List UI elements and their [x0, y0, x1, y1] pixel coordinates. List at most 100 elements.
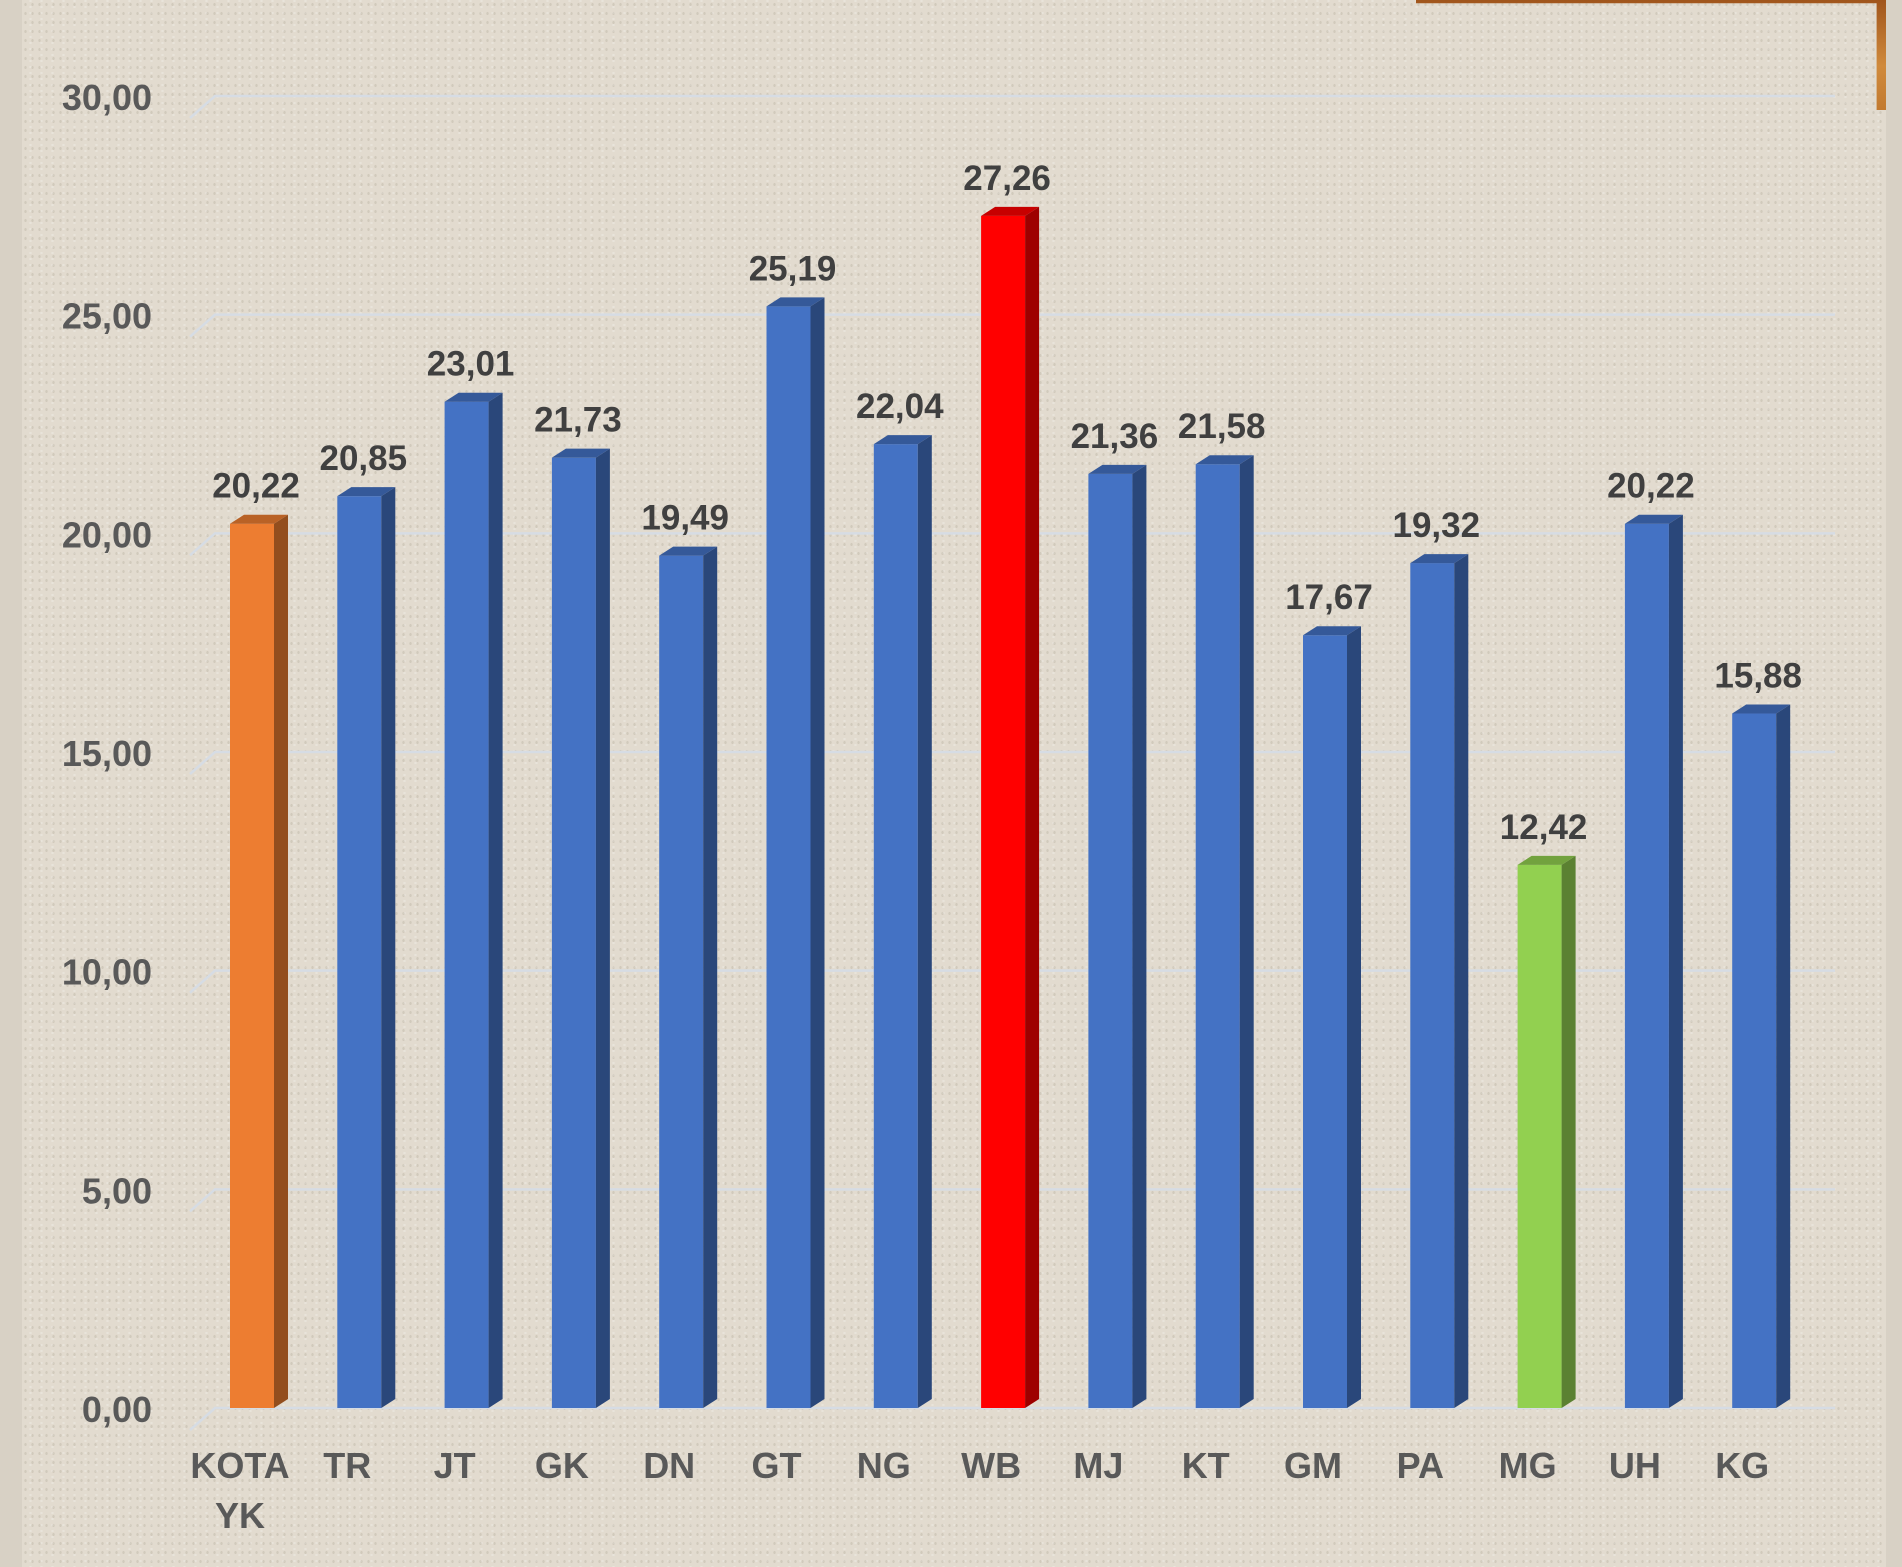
y-tick-label: 5,00: [82, 1170, 152, 1211]
bar-top: [1195, 455, 1254, 465]
bar-front: [766, 306, 811, 1409]
bar-top: [981, 206, 1040, 216]
bar-side: [1668, 514, 1683, 1408]
bar-side: [810, 297, 825, 1409]
bar-side: [381, 487, 396, 1408]
x-tick-label: KG: [1715, 1445, 1769, 1486]
bar-top: [1732, 704, 1791, 714]
bar-top: [1624, 514, 1683, 524]
gridline: [189, 532, 1835, 557]
bar-top: [444, 392, 503, 402]
bar: [1088, 464, 1147, 1409]
bars: [230, 206, 1791, 1409]
x-tick-label: NG: [857, 1445, 911, 1486]
data-label: 17,67: [1285, 578, 1373, 617]
x-tick-label: WB: [961, 1445, 1021, 1486]
bar-side: [703, 546, 718, 1408]
bar-side: [488, 392, 503, 1408]
bar-front: [230, 523, 274, 1408]
gridlines: [189, 94, 1835, 1431]
x-tick-label: MJ: [1073, 1445, 1123, 1486]
x-tick-label: MG: [1499, 1445, 1557, 1486]
bar: [1732, 704, 1791, 1408]
x-tick-label: GK: [535, 1445, 589, 1486]
y-tick-label: 10,00: [62, 952, 152, 993]
data-label: 22,04: [856, 387, 944, 426]
chart-background: [22, 0, 1886, 1567]
bar: [1624, 514, 1683, 1408]
bar-top: [1088, 464, 1147, 474]
bar: [444, 392, 503, 1408]
x-tick-label: YK: [215, 1495, 265, 1536]
bar-front: [1517, 864, 1562, 1408]
data-label: 25,19: [749, 249, 837, 288]
x-axis-labels: KOTA YK TR JT GK DN GT NG WB MJ KT GM PA MG UH KG: [190, 1445, 1769, 1536]
bar-side: [274, 514, 288, 1408]
data-label: 15,88: [1714, 657, 1802, 696]
x-tick-label: KT: [1182, 1445, 1230, 1486]
bar-front: [873, 444, 918, 1409]
x-tick-label: KOTA: [190, 1445, 289, 1486]
y-tick-label: 20,00: [62, 514, 152, 555]
x-tick-label: PA: [1397, 1445, 1444, 1486]
x-tick-label: UH: [1609, 1445, 1661, 1486]
data-label: 21,73: [534, 401, 622, 440]
data-labels: 20,22 20,85 23,01 21,73 19,49 25,19 22,04 27,26…: [212, 159, 1802, 847]
bar-top: [551, 448, 610, 458]
x-tick-label: DN: [643, 1445, 695, 1486]
y-tick-label: 15,00: [62, 733, 152, 774]
bar-top: [1303, 626, 1361, 636]
gridline: [189, 1188, 1835, 1213]
bar-front: [1624, 523, 1669, 1408]
x-tick-label: TR: [323, 1445, 371, 1486]
data-label: 20,85: [320, 439, 408, 478]
bar-front: [981, 215, 1026, 1408]
data-label: 23,01: [427, 345, 515, 384]
gridline: [189, 969, 1835, 994]
bar: [659, 546, 718, 1408]
x-tick-label: JT: [434, 1445, 476, 1486]
bar-top: [766, 297, 825, 307]
bar: [1410, 554, 1469, 1408]
bar-front: [1195, 464, 1240, 1408]
bar-side: [917, 435, 932, 1409]
bar-top: [230, 514, 288, 524]
gridline: [189, 750, 1835, 775]
bar-front: [551, 457, 596, 1408]
x-tick-label: GT: [752, 1445, 802, 1486]
y-tick-label: 30,00: [62, 77, 152, 118]
bar-side: [1132, 464, 1147, 1409]
bar-side: [1239, 455, 1254, 1408]
gridline: [189, 94, 1835, 119]
bar-side: [595, 448, 610, 1408]
bar: [981, 206, 1040, 1408]
bar-side: [1347, 626, 1361, 1408]
bar-front: [1088, 473, 1133, 1409]
data-label: 20,22: [212, 467, 300, 506]
bar: [766, 297, 825, 1409]
bar-front: [1732, 713, 1777, 1408]
bar: [1517, 855, 1576, 1408]
bar-side: [1776, 704, 1791, 1408]
bar-top: [337, 487, 396, 497]
bar: [873, 435, 932, 1409]
bar-side: [1025, 206, 1040, 1408]
bar-top: [873, 435, 932, 445]
y-tick-label: 0,00: [82, 1389, 152, 1430]
data-label: 19,32: [1393, 506, 1481, 545]
bar-top: [659, 546, 718, 556]
data-label: 21,36: [1071, 417, 1159, 456]
data-label: 21,58: [1178, 407, 1266, 446]
gridline: [189, 313, 1835, 338]
gridline: [189, 1406, 1835, 1431]
bar: [1195, 455, 1254, 1408]
x-tick-label: GM: [1284, 1445, 1342, 1486]
bar: [230, 514, 288, 1408]
y-tick-label: 25,00: [62, 296, 152, 337]
bar-front: [444, 401, 489, 1408]
bar-front: [337, 496, 382, 1408]
bar-side: [1561, 855, 1576, 1408]
data-label: 12,42: [1500, 808, 1588, 847]
bar: [337, 487, 396, 1408]
